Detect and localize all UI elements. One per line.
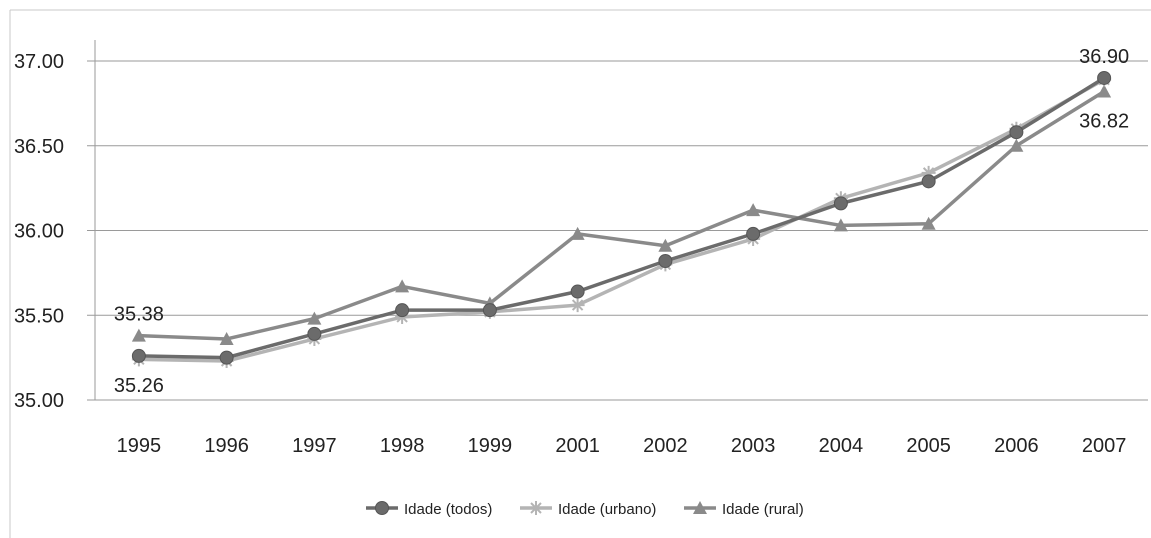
- legend-marker: [375, 501, 389, 515]
- data-label: 36.90: [1079, 46, 1129, 68]
- data-point: [658, 238, 673, 252]
- data-point: [921, 165, 936, 180]
- legend-label: Idade (rural): [722, 501, 804, 518]
- data-point: [482, 303, 497, 318]
- data-point: [1009, 138, 1024, 152]
- data-point: [131, 348, 146, 363]
- legend-marker: [529, 501, 543, 515]
- x-tick-label: 1999: [468, 435, 513, 457]
- x-tick-label: 1995: [117, 435, 162, 457]
- series-line: [138, 76, 1106, 360]
- series-line: [138, 90, 1106, 341]
- data-point: [395, 279, 410, 293]
- data-point: [570, 298, 585, 313]
- series-line: [138, 78, 1105, 363]
- x-tick-label: 2001: [555, 435, 600, 457]
- legend: Idade (todos) Idade (urbano) Idade (rural): [366, 501, 804, 518]
- data-label: 35.38: [114, 304, 164, 326]
- data-point: [307, 326, 322, 341]
- data-labels: 35.38 35.26 36.90 36.82: [114, 46, 1129, 397]
- y-tick-label: 36.50: [14, 136, 64, 158]
- legend-marker: [693, 501, 707, 514]
- x-tick-label: 2004: [819, 435, 864, 457]
- data-point: [746, 226, 761, 241]
- x-axis: 1995 1996 1997 1998 1999 2001 2002 2003 2004 2005…: [117, 435, 1127, 457]
- data-point: [1009, 125, 1024, 140]
- data-label: 36.82: [1079, 111, 1129, 133]
- x-tick-label: 1997: [292, 435, 337, 457]
- y-tick-label: 36.00: [14, 221, 64, 243]
- x-tick-label: 1996: [204, 435, 249, 457]
- data-point: [219, 331, 234, 345]
- x-tick-label: 2002: [643, 435, 688, 457]
- data-label: 35.26: [114, 375, 164, 397]
- data-point: [131, 328, 146, 342]
- data-point: [921, 174, 936, 189]
- data-point: [570, 284, 585, 299]
- data-point: [1097, 70, 1112, 85]
- legend-label: Idade (todos): [404, 501, 492, 518]
- data-point: [1097, 84, 1112, 98]
- data-point: [307, 311, 322, 325]
- x-tick-label: 2005: [906, 435, 951, 457]
- data-point: [219, 350, 234, 365]
- data-point: [658, 254, 673, 269]
- y-tick-label: 35.50: [14, 305, 64, 327]
- x-tick-label: 2006: [994, 435, 1039, 457]
- data-point: [833, 196, 848, 211]
- y-axis: 35.00 35.50 36.00 36.50 37.00: [14, 40, 96, 412]
- x-tick-label: 2007: [1082, 435, 1127, 457]
- gridlines: [87, 60, 1148, 401]
- data-point: [395, 303, 410, 318]
- y-tick-label: 35.00: [14, 390, 64, 412]
- data-point: [746, 203, 761, 217]
- y-tick-label: 37.00: [14, 51, 64, 73]
- x-tick-label: 2003: [731, 435, 776, 457]
- x-tick-label: 1998: [380, 435, 425, 457]
- series-layer: [131, 70, 1112, 369]
- data-point: [833, 218, 848, 232]
- data-point: [921, 216, 936, 230]
- data-point: [570, 226, 585, 240]
- legend-label: Idade (urbano): [558, 501, 656, 518]
